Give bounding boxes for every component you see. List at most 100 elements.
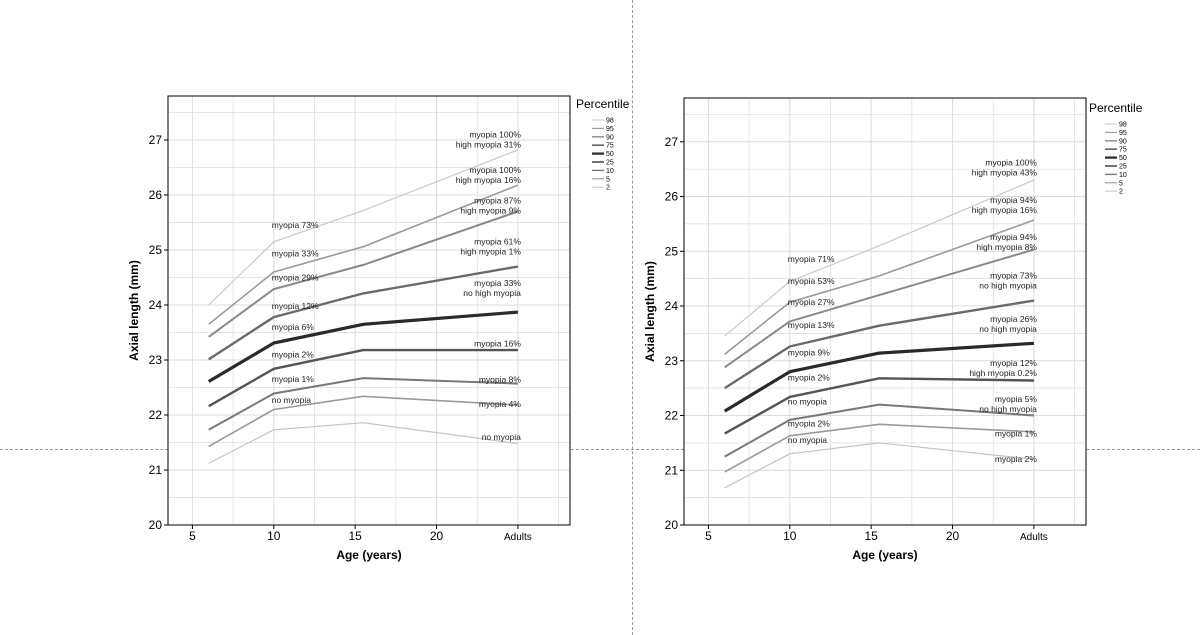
y-tick-label: 22 — [665, 409, 679, 423]
legend-label-10: 10 — [1119, 172, 1127, 179]
plot-frame — [683, 97, 1087, 526]
annotation-end: no high myopia — [979, 324, 1037, 334]
percentile-95-line — [208, 184, 519, 325]
x-axis-title: Age (years) — [852, 548, 917, 562]
annotation-end: myopia 26% — [990, 314, 1037, 324]
annotation-mid: myopia 27% — [788, 297, 835, 307]
annotation-end: myopia 1% — [995, 428, 1037, 438]
percentile-98-line — [724, 179, 1035, 337]
y-tick-label: 25 — [665, 244, 679, 258]
y-tick-label: 27 — [665, 135, 679, 149]
annotation-end: myopia 94% — [990, 232, 1037, 242]
percentile-2-line — [724, 442, 1034, 489]
y-tick-label: 26 — [149, 188, 163, 202]
annotation-end: myopia 4% — [479, 399, 521, 409]
y-tick-label: 25 — [149, 243, 163, 257]
annotation-mid: myopia 9% — [788, 347, 830, 357]
vertical-divider — [632, 0, 633, 635]
x-tick-label: 15 — [348, 529, 362, 543]
percentile-25-line — [724, 377, 1034, 435]
annotation-end: high myopia 0.2% — [969, 368, 1037, 378]
y-tick-label: 24 — [149, 298, 163, 312]
y-tick-label: 23 — [149, 353, 163, 367]
annotation-mid: no myopia — [788, 397, 827, 407]
annotation-mid: myopia 73% — [272, 220, 319, 230]
annotation-mid: myopia 6% — [272, 322, 314, 332]
annotation-mid: no myopia — [788, 435, 827, 445]
annotation-end: myopia 61% — [474, 237, 521, 247]
legend-label-95: 95 — [1119, 130, 1127, 137]
percentile-90-line — [724, 248, 1035, 369]
percentile-25-line — [208, 348, 518, 408]
legend-label-75: 75 — [1119, 147, 1127, 154]
y-axis-title: Axial length (mm) — [643, 261, 657, 362]
y-axis-title: Axial length (mm) — [127, 260, 141, 361]
annotation-end: myopia 16% — [474, 338, 521, 348]
legend-title: Percentile — [576, 97, 630, 111]
plot-frame — [167, 95, 571, 526]
annotation-mid: no myopia — [272, 395, 311, 405]
annotation-end: myopia 5% — [995, 394, 1037, 404]
legend-label-90: 90 — [1119, 138, 1127, 145]
y-tick-label: 22 — [149, 408, 163, 422]
percentile-98-line — [208, 149, 519, 306]
x-tick-label: 20 — [946, 529, 960, 543]
annotation-end: no high myopia — [463, 288, 521, 298]
annotation-end: high myopia 8% — [976, 242, 1037, 252]
y-tick-label: 20 — [149, 518, 163, 532]
legend-label-95: 95 — [606, 126, 614, 133]
annotation-end: myopia 8% — [479, 375, 521, 385]
y-tick-label: 21 — [665, 463, 679, 477]
annotation-end: myopia 100% — [469, 129, 521, 139]
annotation-end: myopia 73% — [990, 271, 1037, 281]
annotation-end: myopia 33% — [474, 278, 521, 288]
x-tick-label: Adults — [504, 532, 532, 543]
annotation-end: high myopia 1% — [460, 247, 521, 257]
annotation-end: high myopia 9% — [460, 205, 521, 215]
annotation-end: myopia 100% — [469, 165, 521, 175]
annotation-end: high myopia 16% — [972, 205, 1038, 215]
plot-area — [168, 96, 570, 525]
percentile-10-line — [724, 403, 1034, 458]
annotation-end: no high myopia — [979, 404, 1037, 414]
annotation-mid: myopia 71% — [788, 254, 835, 264]
annotation-end: high myopia 16% — [456, 175, 522, 185]
legend-label-25: 25 — [606, 160, 614, 167]
annotation-mid: myopia 2% — [272, 349, 314, 359]
legend-title: Percentile — [1089, 101, 1143, 115]
annotation-end: high myopia 31% — [456, 139, 522, 149]
annotation-end: myopia 94% — [990, 195, 1037, 205]
x-tick-label: 10 — [783, 529, 797, 543]
x-tick-label: 5 — [189, 529, 196, 543]
percentile-50-line — [207, 310, 519, 383]
percentile-5-line — [208, 395, 518, 448]
percentile-10-line — [208, 377, 518, 431]
annotation-mid: myopia 2% — [788, 372, 830, 382]
annotation-mid: myopia 13% — [788, 320, 835, 330]
x-tick-label: 15 — [864, 529, 878, 543]
annotation-mid: myopia 2% — [788, 418, 830, 428]
legend-label-98: 98 — [1119, 122, 1127, 129]
annotation-end: no high myopia — [979, 281, 1037, 291]
y-tick-label: 21 — [149, 463, 163, 477]
legend-label-25: 25 — [1119, 164, 1127, 171]
percentile-90-line — [208, 210, 519, 338]
legend-label-10: 10 — [606, 168, 614, 175]
annotation-end: myopia 87% — [474, 195, 521, 205]
percentile-5-line — [724, 423, 1034, 473]
annotation-end: no myopia — [482, 432, 521, 442]
annotation-mid: myopia 1% — [272, 374, 314, 384]
percentile-75-line — [724, 299, 1035, 390]
legend-label-50: 50 — [1119, 155, 1127, 162]
annotation-end: myopia 12% — [990, 358, 1037, 368]
percentile-50-line — [723, 341, 1035, 413]
legend-label-2: 2 — [606, 185, 610, 192]
horizontal-divider — [0, 449, 1200, 450]
percentile-75-line — [208, 265, 519, 361]
y-tick-label: 27 — [149, 133, 163, 147]
y-tick-label: 20 — [665, 518, 679, 532]
x-axis-title: Age (years) — [336, 548, 401, 562]
